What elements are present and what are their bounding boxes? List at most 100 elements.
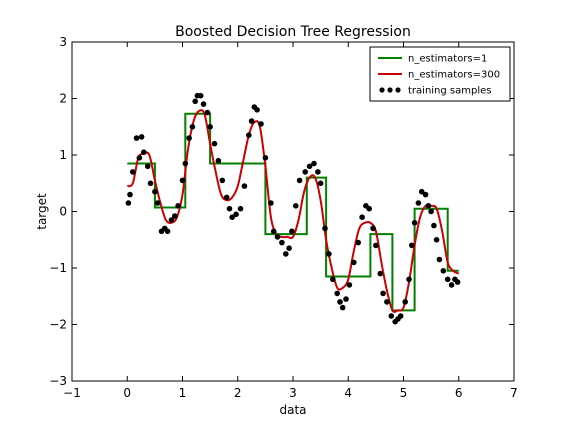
training-sample-point — [172, 213, 178, 219]
training-sample-point — [226, 205, 233, 212]
training-sample-point — [311, 160, 317, 167]
y-tick-label: 0 — [59, 205, 67, 219]
y-tick-label: −3 — [49, 374, 67, 388]
x-tick-label: 5 — [400, 386, 408, 400]
training-sample-point — [330, 276, 336, 283]
x-axis: −1 0 1 2 3 4 5 6 7 — [63, 42, 518, 400]
training-sample-point — [397, 313, 404, 319]
training-sample-point — [175, 203, 181, 209]
training-sample-point — [454, 279, 461, 285]
training-sample-point — [286, 245, 292, 251]
training-sample-point — [154, 200, 161, 206]
training-sample-point — [425, 203, 432, 209]
training-sample-point — [141, 149, 147, 155]
training-sample-point — [130, 169, 136, 175]
training-sample-point — [233, 211, 239, 218]
training-sample-point — [262, 155, 269, 161]
training-sample-point — [326, 251, 332, 257]
training-sample-point — [370, 225, 376, 232]
chart-title: Boosted Decision Tree Regression — [175, 24, 411, 40]
training-sample-point — [197, 92, 204, 99]
training-sample-point — [164, 228, 171, 235]
training-sample-point — [355, 239, 362, 246]
training-sample-point — [411, 220, 418, 226]
series-line-n-estimators-300 — [126, 109, 460, 313]
training-sample-point — [380, 290, 386, 297]
training-sample-point — [433, 237, 440, 243]
training-sample-point — [337, 299, 343, 305]
series-line-n-estimators-1 — [127, 112, 459, 312]
x-tick-label: 4 — [344, 386, 352, 400]
training-sample-point — [274, 234, 281, 240]
training-sample-point — [133, 135, 140, 141]
training-sample-point — [248, 118, 255, 124]
x-tick-label: 0 — [123, 386, 131, 400]
training-sample-point — [388, 313, 395, 319]
training-sample-point — [223, 194, 230, 201]
training-sample-point — [168, 217, 175, 223]
legend-entry-n-estimators-300: n_estimators=300 — [408, 70, 500, 81]
training-sample-point — [246, 132, 252, 138]
legend-entry-training-samples-swatch-dot — [379, 87, 385, 93]
training-sample-point — [377, 270, 384, 277]
training-sample-point — [315, 169, 321, 175]
training-sample-point — [339, 304, 346, 311]
legend-entry-training-samples: training samples — [408, 86, 492, 97]
training-sample-point — [293, 203, 299, 209]
training-sample-point — [431, 222, 437, 229]
training-sample-point — [346, 282, 353, 288]
training-sample-point — [237, 205, 244, 212]
training-sample-point — [200, 101, 207, 107]
legend-entry-training-samples-swatch-dot — [395, 87, 401, 93]
training-sample-point — [138, 134, 145, 140]
training-sample-point — [289, 228, 295, 235]
training-sample-point — [418, 188, 425, 195]
training-sample-point — [440, 268, 447, 274]
x-tick-label: 7 — [510, 386, 518, 400]
training-sample-point — [152, 188, 158, 195]
training-sample-point — [444, 276, 451, 283]
training-sample-point — [415, 200, 422, 206]
legend: n_estimators=1 n_estimators=300 training s… — [369, 46, 511, 102]
training-sample-point — [179, 177, 186, 184]
training-sample-point — [258, 121, 264, 127]
training-sample-point — [306, 163, 313, 170]
training-sample-point — [136, 155, 143, 161]
y-axis: −3 −2 −1 0 1 2 3 — [49, 35, 514, 388]
training-sample-point — [436, 256, 443, 263]
training-sample-point — [127, 191, 133, 198]
training-sample-point — [402, 299, 409, 305]
x-tick-label: 3 — [289, 386, 297, 400]
training-sample-point — [373, 242, 379, 249]
training-sample-point — [409, 242, 415, 249]
training-sample-point — [359, 214, 365, 220]
y-tick-label: 2 — [59, 92, 67, 106]
training-sample-point — [384, 299, 390, 305]
y-tick-label: −1 — [49, 261, 67, 275]
training-sample-point — [270, 228, 277, 235]
training-sample-point — [283, 251, 289, 257]
training-sample-point — [189, 124, 196, 130]
training-sample-point — [192, 98, 198, 105]
training-sample-point — [351, 259, 357, 266]
training-sample-point — [254, 107, 260, 113]
training-sample-point — [186, 135, 192, 141]
training-sample-point — [268, 200, 274, 206]
y-tick-label: −2 — [49, 318, 67, 332]
training-sample-point — [366, 205, 373, 212]
x-tick-label: 2 — [234, 386, 242, 400]
training-sample-point — [215, 157, 222, 164]
training-sample-point — [219, 177, 226, 184]
training-sample-point — [207, 124, 213, 130]
y-axis-label: target — [35, 193, 49, 230]
training-sample-point — [279, 239, 285, 246]
training-sample-point — [302, 169, 309, 175]
training-sample-point — [317, 180, 324, 187]
training-sample-point — [125, 200, 132, 206]
x-tick-label: −1 — [63, 386, 81, 400]
training-sample-point — [296, 177, 303, 184]
training-sample-point — [229, 214, 235, 220]
training-sample-point — [334, 290, 341, 297]
legend-entry-n-estimators-1: n_estimators=1 — [408, 54, 487, 65]
